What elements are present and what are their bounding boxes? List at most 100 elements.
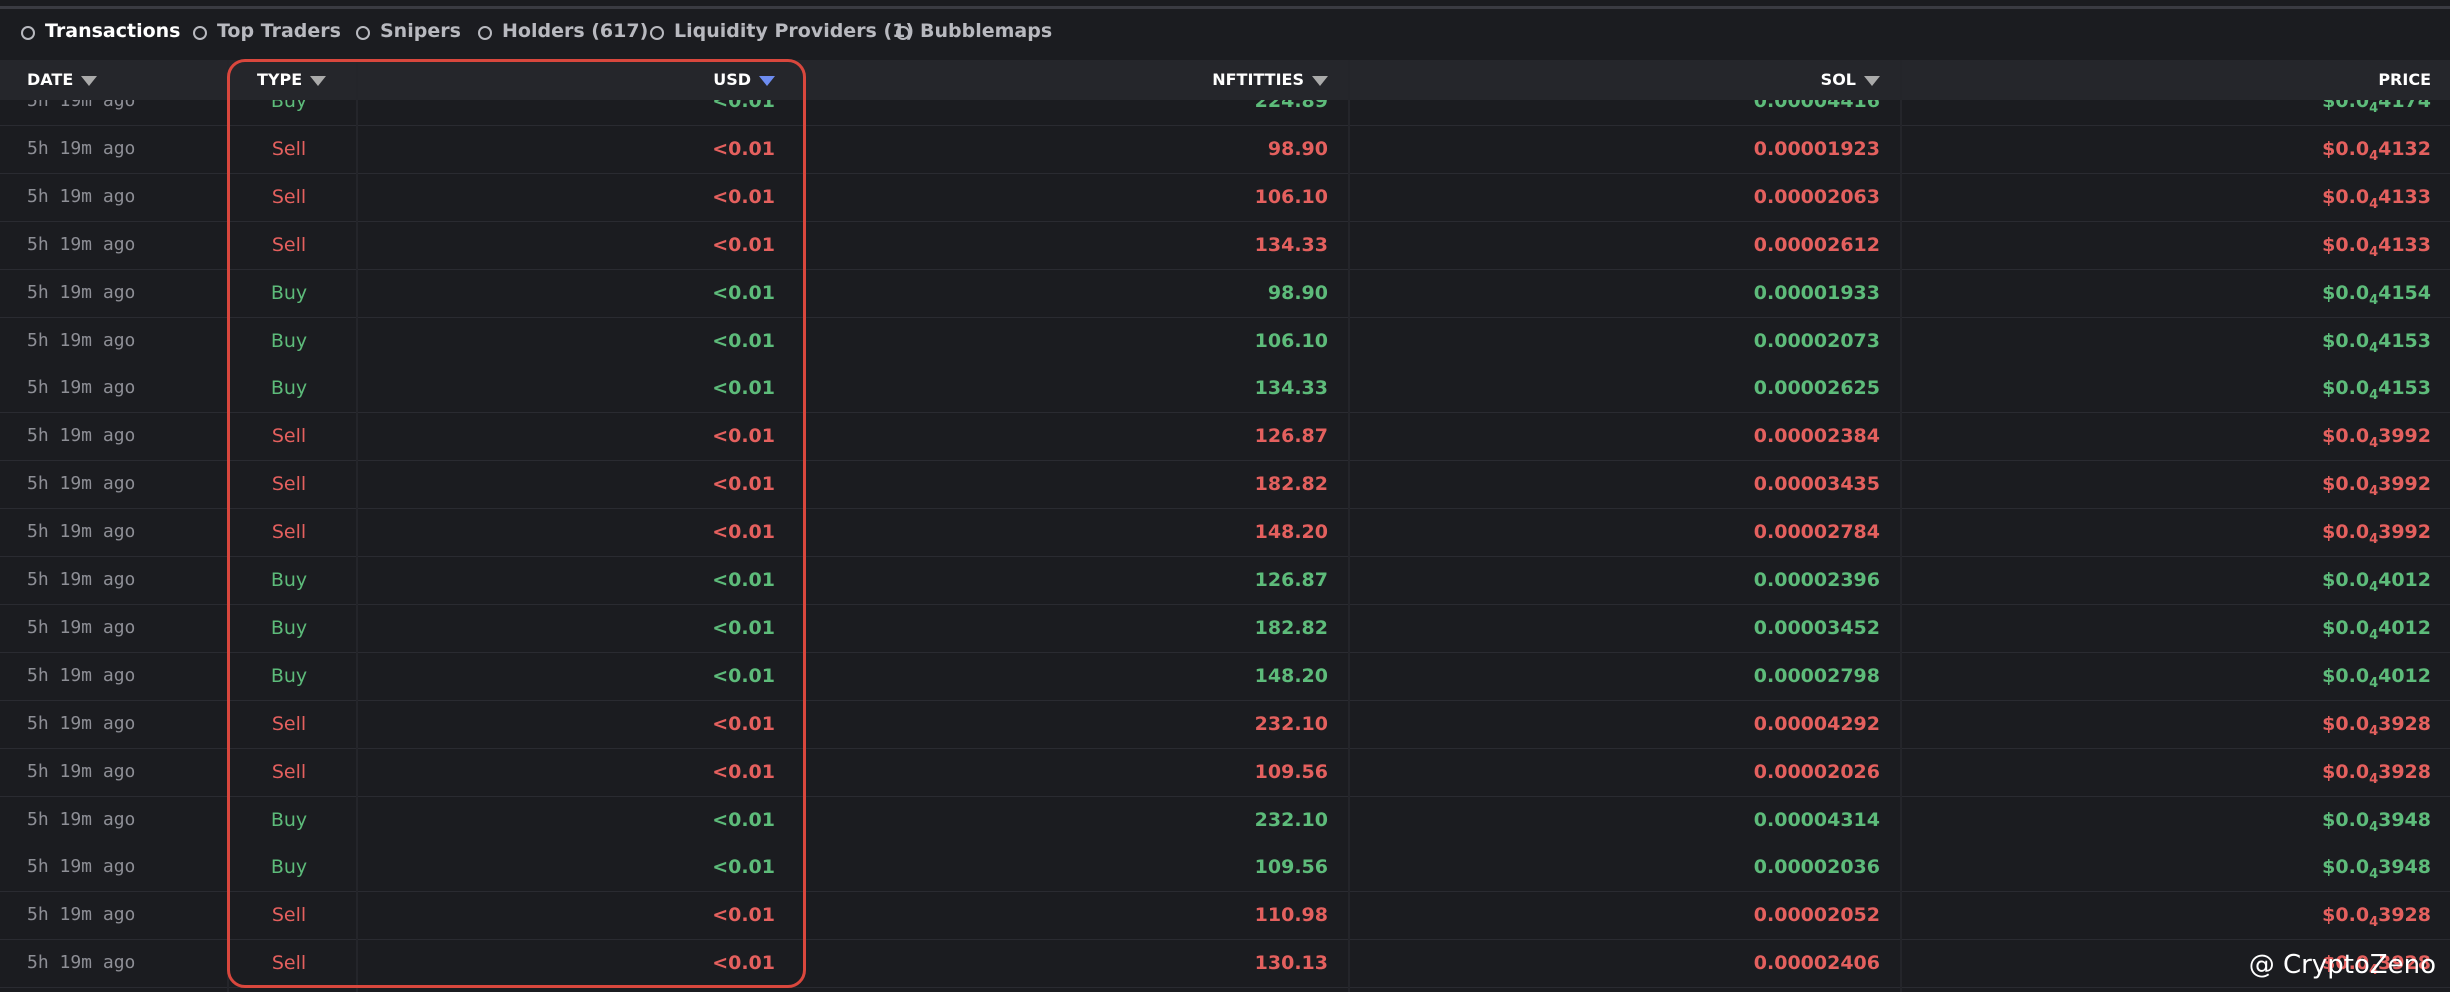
usd: <0.01 [712,664,775,687]
header-type[interactable]: TYPE [257,70,327,89]
type: Buy [270,569,308,591]
price-zeros: 4 [2369,340,2379,356]
date: 5h 19m ago [27,329,136,351]
transaction-row[interactable]: 5h 19m ago Sell <0.01 134.33 0.00002612 $0.04… [0,221,2450,270]
highlight-box [227,59,806,988]
date: 5h 19m ago [27,521,136,543]
amount: 98.90 [1267,137,1328,160]
table-body: 5h 19m ago Buy <0.01 224.89 0.00004416 $0.044… [0,100,2450,992]
transaction-row[interactable]: 5h 19m ago Sell <0.01 232.10 0.00004292 $0.04… [0,700,2450,749]
date: 5h 19m ago [27,185,136,207]
transaction-row[interactable]: 5h 19m ago Sell <0.01 110.98 0.00002052 $0.04… [0,892,2450,941]
tab[interactable]: Transactions [45,20,181,42]
price-zeros: 4 [2369,244,2379,260]
transaction-row[interactable]: 5h 19m ago Buy <0.01 106.10 0.00002073 $0.044… [0,317,2450,366]
tab-icon [356,26,370,40]
price-lead: $0.0 [2322,521,2370,544]
transaction-row[interactable]: 5h 19m ago Buy <0.01 232.10 0.00004314 $0.043… [0,796,2450,845]
tab[interactable]: Snipers [380,20,461,42]
transaction-row[interactable]: 5h 19m ago Sell <0.01 148.20 0.00002784 $0.04… [0,509,2450,558]
price-zeros: 4 [2369,819,2379,835]
price-zeros: 4 [2369,915,2379,931]
header-date[interactable]: DATE [27,70,98,89]
transaction-row[interactable]: 5h 19m ago Buy <0.01 134.33 0.00002625 $0.044… [0,365,2450,414]
price-digits: 3928 [2378,712,2431,735]
transaction-row[interactable]: 5h 19m ago Sell <0.01 109.56 0.00002026 $0.04… [0,748,2450,797]
price-digits: 4012 [2378,569,2431,591]
date: 5h 19m ago [27,377,136,399]
tab-icon [193,26,207,40]
price-zeros: 4 [2369,771,2379,787]
date: 5h 19m ago [27,904,136,926]
price-lead: $0.0 [2322,856,2370,879]
transaction-row[interactable]: 5h 19m ago Sell <0.01 126.87 0.00002384 $0.04… [0,413,2450,462]
date: 5h 19m ago [27,473,136,495]
usd: <0.01 [712,712,775,735]
price-zeros: 4 [2369,579,2379,595]
usd: <0.01 [712,425,775,448]
type: Buy [270,100,308,112]
transaction-row[interactable]: 5h 19m ago Sell <0.01 106.10 0.00002063 $0.04… [0,173,2450,222]
header-sol[interactable]: SOL [1821,70,1880,89]
tab[interactable]: Top Traders [217,20,341,42]
header-usd[interactable]: USD [713,70,775,89]
transaction-row[interactable]: 5h 19m ago Sell <0.01 98.90 0.00001923 $0.044… [0,125,2450,174]
transaction-row[interactable]: 5h 19m ago Buy <0.01 126.87 0.00002396 $0.044… [0,557,2450,605]
price-digits: 3928 [2378,760,2431,783]
usd: <0.01 [712,377,775,400]
transaction-row[interactable]: 5h 19m ago Buy <0.01 182.82 0.00003452 $0.044… [0,604,2450,653]
price-zeros: 4 [2369,627,2379,643]
tab[interactable]: Liquidity Providers (1) [674,20,915,42]
type: Sell [271,425,307,448]
sol: 0.00002784 [1753,521,1880,544]
sol: 0.00003452 [1753,616,1880,639]
type: Buy [270,808,308,831]
amount: 106.10 [1254,185,1328,208]
price: $0.043928 [2322,952,2431,978]
date: 5h 19m ago [27,233,136,255]
transaction-row[interactable]: 5h 19m ago Buy <0.01 109.56 0.00002036 $0.043… [0,844,2450,893]
date: 5h 19m ago [27,664,136,686]
date: 5h 19m ago [27,760,136,782]
transaction-row[interactable]: 5h 19m ago Sell <0.01 130.13 0.00002406 $0.04… [0,940,2450,989]
label: USD [713,70,751,89]
tab-icon [21,26,35,40]
transaction-row[interactable]: 5h 19m ago Buy <0.01 98.90 0.00001933 $0.0441… [0,269,2450,318]
header-price[interactable]: PRICE [2378,70,2431,89]
price-lead: $0.0 [2322,569,2370,591]
tab-bar: Transactions Top Traders Snipers Holders (6… [0,9,2450,68]
column-separator [1900,60,1902,992]
transaction-row[interactable]: 5h 19m ago Buy <0.01 224.89 0.00004416 $0.044… [0,100,2450,126]
price-digits: 4174 [2378,100,2431,112]
sol: 0.00002052 [1753,904,1880,927]
amount: 232.10 [1254,712,1328,735]
price-lead: $0.0 [2322,760,2370,783]
table-header: DATE TYPE USD NFTITTIES SOL PRICE [0,60,2450,100]
sol: 0.00002073 [1753,329,1880,352]
sol: 0.00002036 [1753,856,1880,879]
transaction-row[interactable]: 5h 19m ago Buy <0.01 148.20 0.00002798 $0.044… [0,652,2450,701]
amount: 109.56 [1254,760,1328,783]
tab[interactable]: Bubblemaps [920,20,1053,42]
price-digits: 4132 [2378,137,2431,160]
label: TYPE [257,70,303,89]
price: $0.043948 [2322,809,2431,835]
price-digits: 4153 [2378,377,2431,400]
date: 5h 19m ago [27,137,136,159]
label: NFTITTIES [1212,70,1304,89]
type: Sell [271,137,307,160]
type: Sell [271,712,307,735]
amount: 182.82 [1254,473,1328,496]
price: $0.043928 [2322,713,2431,739]
tab-icon [896,26,910,40]
tab[interactable]: Holders (617) [502,20,649,42]
transaction-row[interactable]: 5h 19m ago Sell <0.01 182.82 0.00003435 $0.04… [0,461,2450,510]
price: $0.043992 [2322,473,2431,499]
type: Buy [270,329,308,352]
header-amount[interactable]: NFTITTIES [1212,70,1328,89]
price-digits: 3992 [2378,521,2431,544]
price-lead: $0.0 [2322,329,2370,352]
price-digits: 3992 [2378,425,2431,448]
sol: 0.00002612 [1753,233,1880,256]
